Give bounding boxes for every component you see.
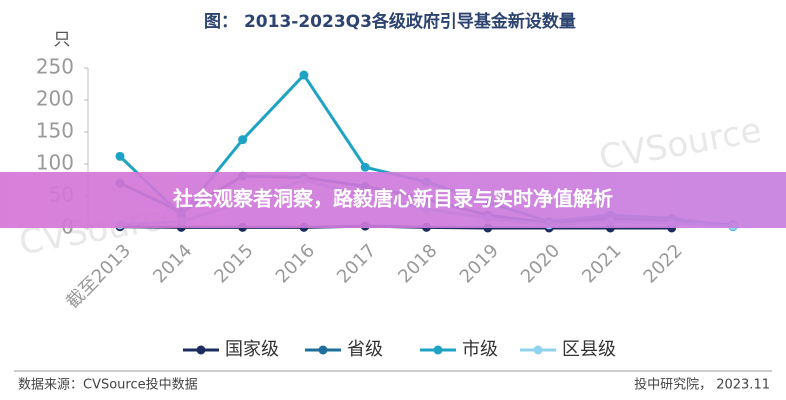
x-tick-label: 2020 (517, 240, 564, 287)
x-tick-label: 2014 (149, 240, 196, 287)
data-point (299, 70, 309, 80)
banner (0, 172, 786, 228)
watermark: CVSource (596, 110, 764, 178)
legend-label: 区县级 (562, 339, 616, 360)
footer-credit: 投中研究院， 2023.11 (634, 377, 770, 393)
x-tick-label: 2018 (394, 240, 441, 287)
legend-marker (318, 345, 328, 355)
legend-marker (196, 345, 206, 355)
x-tick-label: 2021 (578, 240, 625, 287)
data-point (360, 162, 370, 172)
chart-title: 图： 2013-2023Q3各级政府引导基金新设数量 (204, 11, 576, 32)
legend-label: 国家级 (225, 339, 279, 360)
footer-source: 数据来源：CVSource投中数据 (18, 377, 198, 393)
data-point (238, 135, 248, 145)
x-tick-label: 2016 (272, 240, 319, 287)
y-tick-label: 150 (36, 119, 74, 143)
y-tick-label: 100 (36, 151, 74, 175)
banner-text: 社会观察者洞察，路毅唐心新目录与实时净值解析 (172, 187, 613, 211)
y-tick-label: 250 (36, 55, 74, 79)
x-tick-label: 2017 (333, 240, 380, 287)
legend-marker (433, 345, 443, 355)
y-axis-unit: 只 (54, 30, 71, 50)
y-tick-label: 200 (36, 87, 74, 111)
legend-marker (533, 345, 543, 355)
data-point (115, 151, 125, 161)
x-tick-label: 2022 (640, 240, 687, 287)
x-tick-label: 2019 (456, 240, 503, 287)
x-tick-label: 2015 (210, 240, 257, 287)
legend-label: 市级 (462, 339, 498, 360)
legend-label: 省级 (347, 339, 383, 360)
